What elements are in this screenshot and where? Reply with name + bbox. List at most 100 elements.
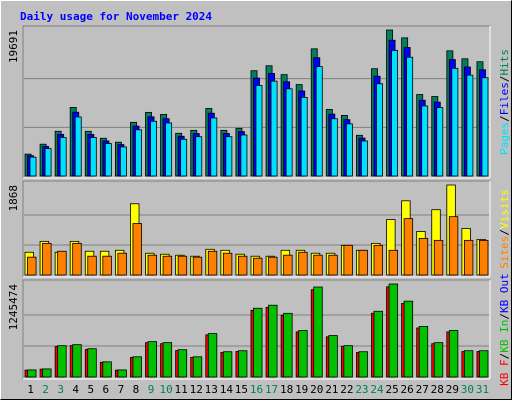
bar [479,350,489,378]
bar [150,120,157,177]
bar [448,330,459,378]
x-tick-label: 13 [205,383,218,396]
bar [132,356,142,378]
x-tick-label: 24 [370,383,384,396]
bar [373,244,383,276]
bar [391,50,399,177]
x-tick-label: 22 [340,383,353,396]
bar [343,345,353,378]
bar [180,138,188,177]
x-tick-label: 2 [42,383,49,396]
x-tick-label: 3 [57,383,64,396]
bar [313,254,323,276]
bar [147,341,157,378]
x-tick-label: 26 [401,383,414,396]
legend: Sites/Visits [498,189,511,269]
bar [225,136,233,177]
x-tick-label: 23 [355,383,368,396]
bar [238,350,248,378]
x-tick-label: 30 [461,383,474,396]
bar [373,310,383,378]
bar [238,255,248,276]
x-tick-label: 21 [325,383,338,396]
y-max-label: 19691 [7,30,20,63]
x-tick-label: 29 [446,383,459,396]
bar [403,300,414,378]
bar [162,255,173,276]
x-tick-label: 17 [265,383,278,396]
bar [283,312,293,378]
bar [285,88,293,177]
legend-separator: / [498,313,511,320]
bar [135,129,142,177]
bar [29,156,37,177]
legend: KB F/KB In/KB Out [498,273,511,386]
bar [104,143,112,177]
bar [436,107,444,177]
bar [268,304,278,378]
bar [479,239,489,276]
bar [27,256,37,276]
bar [315,66,323,177]
legend-entry: Visits [498,189,511,229]
legend-entry: Files [498,82,511,115]
bar [222,351,233,378]
x-tick-label: 27 [416,383,429,396]
bar [270,80,278,177]
bar [388,249,399,276]
bar [283,254,293,276]
bar [253,257,263,276]
x-tick-label: 15 [235,383,248,396]
x-tick-label: 9 [148,383,155,396]
bar [343,244,353,276]
bar [448,216,459,276]
bar [255,85,263,177]
bar [42,242,52,276]
bar [240,134,248,177]
legend-separator: / [498,353,511,360]
bar [119,146,127,177]
legend-separator: / [498,76,511,83]
bar [451,67,459,177]
bar [89,137,97,177]
bar [74,116,82,177]
bar [403,218,414,276]
bar [42,368,52,378]
bar [358,249,368,276]
bar [117,369,127,378]
bar [207,333,218,378]
x-tick-label: 5 [87,383,94,396]
bar [433,342,444,378]
bar [388,283,399,378]
bar [253,307,263,378]
bar [117,252,127,276]
bar [463,239,474,276]
bar [433,239,444,276]
bar [361,140,368,177]
bar [421,105,429,177]
legend-entry: KB In [498,320,511,353]
bar [376,83,383,177]
bar [195,136,203,177]
bar [463,350,474,378]
x-tick-label: 18 [280,383,293,396]
bar [72,242,82,276]
bar [328,254,338,276]
bar [87,348,97,378]
bar [102,361,112,378]
bar [406,56,414,177]
legend-entry: KB Out [498,273,511,313]
bar [268,256,278,276]
bar [147,254,157,276]
bar [358,351,368,378]
x-tick-label: 31 [476,383,489,396]
bar [57,250,67,276]
x-tick-label: 6 [103,383,110,396]
x-tick-label: 8 [133,383,140,396]
bar [192,356,203,378]
bar [59,137,67,177]
legend-entry: Sites [498,236,511,269]
bar [210,117,218,177]
